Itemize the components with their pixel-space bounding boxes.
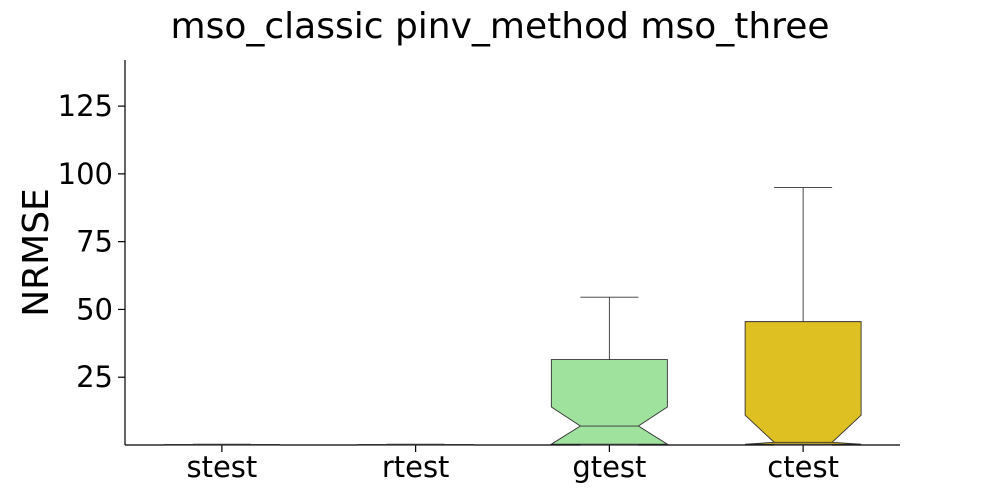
x-tick-label: rtest [382, 450, 450, 484]
y-tick-label: 50 [76, 292, 113, 326]
x-tick-label: stest [186, 450, 257, 484]
y-tick-label: 25 [76, 360, 113, 394]
y-axis-label: NRMSE [16, 188, 57, 317]
y-tick-label: 75 [76, 225, 113, 259]
notched-box [549, 359, 669, 445]
box-stest [163, 443, 280, 446]
y-tick-label: 125 [58, 89, 113, 123]
notched-box [744, 321, 862, 445]
x-axis-ticks: stest rtest gtest ctest [186, 445, 839, 484]
box-series [163, 186, 862, 446]
x-tick-label: gtest [572, 450, 646, 484]
x-tick-label: ctest [767, 450, 839, 484]
y-axis-ticks: 25 50 75 100 125 [58, 89, 125, 394]
box-rtest [357, 443, 474, 446]
box-gtest [549, 296, 669, 446]
chart-title: mso_classic pinv_method mso_three [171, 6, 830, 47]
box-ctest [744, 186, 862, 446]
y-tick-label: 100 [58, 157, 113, 191]
